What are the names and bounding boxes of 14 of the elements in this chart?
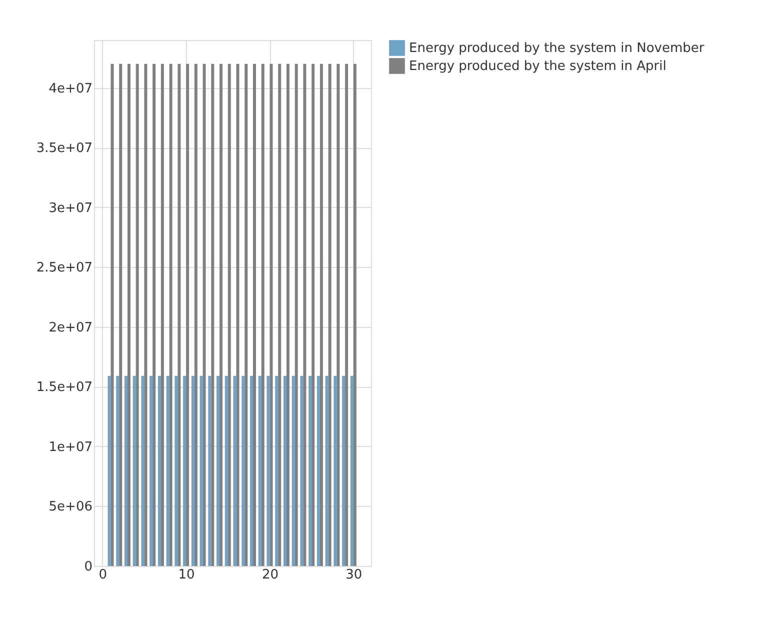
x-tick-label: 0 — [98, 568, 108, 582]
y-tick-label: 5e+06 — [48, 500, 92, 515]
x-tick-label: 10 — [178, 568, 195, 582]
y-tick-label: 1e+07 — [48, 440, 92, 455]
y-tick-label: 3.5e+07 — [36, 141, 92, 156]
legend-label: Energy produced by the system in April — [409, 59, 666, 74]
x-tick-label: 20 — [262, 568, 279, 582]
y-tick-label: 2.5e+07 — [36, 260, 92, 276]
y-tick-label: 1.5e+07 — [36, 380, 92, 396]
y-tick-label: 4e+07 — [48, 81, 92, 96]
legend-label: Energy produced by the system in November — [409, 41, 705, 56]
y-tick-label: 3e+07 — [48, 200, 92, 216]
y-tick-label: 2e+07 — [48, 320, 92, 336]
x-tick-label: 30 — [346, 568, 362, 582]
